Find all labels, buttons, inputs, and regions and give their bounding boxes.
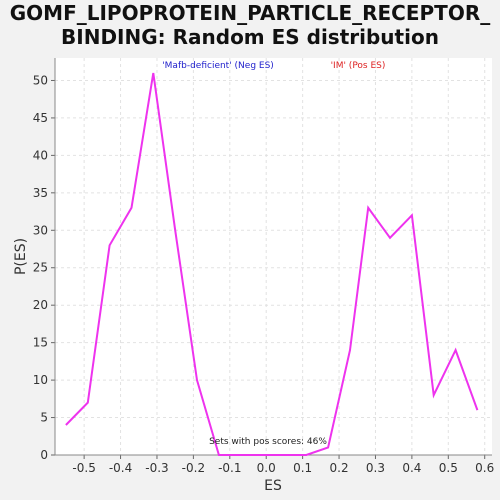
y-axis-label: P(ES) [13, 238, 29, 275]
grid [55, 58, 492, 455]
legend-neg-label: 'Mafb-deficient' (Neg ES) [162, 61, 274, 71]
y-tick-label: 30 [33, 223, 48, 237]
x-tick-label: 0.2 [330, 461, 349, 475]
chart-title-line1: GOMF_LIPOPROTEIN_PARTICLE_RECEPTOR_ [9, 1, 491, 25]
x-tick-label: 0.3 [366, 461, 385, 475]
y-tick-label: 5 [40, 411, 48, 425]
y-tick-label: 40 [33, 148, 48, 162]
y-tick-label: 25 [33, 261, 48, 275]
x-tick-label: 0.0 [257, 461, 276, 475]
es-distribution-line [65, 72, 479, 456]
y-tick-label: 20 [33, 298, 48, 312]
plot-area [55, 58, 492, 455]
pos-scores-annotation: Sets with pos scores: 46% [209, 437, 327, 447]
y-tick-label: 35 [33, 186, 48, 200]
x-tick-label: 0.5 [439, 461, 458, 475]
x-tick-label: 0.6 [475, 461, 494, 475]
chart-title: GOMF_LIPOPROTEIN_PARTICLE_RECEPTOR_ BIND… [0, 0, 500, 49]
x-tick-label: -0.5 [72, 461, 95, 475]
series-group [65, 72, 479, 456]
x-tick-label: -0.4 [109, 461, 132, 475]
y-tick-label: 45 [33, 111, 48, 125]
chart-title-line2: BINDING: Random ES distribution [61, 25, 439, 49]
x-tick-label: 0.1 [293, 461, 312, 475]
x-tick-label: 0.4 [402, 461, 421, 475]
y-tick-label: 50 [33, 73, 48, 87]
axes: 0 5 10 15 20 25 30 35 40 45 50 -0.5 -0.4 -0.3 -0.2 -0.1… [33, 58, 494, 475]
x-tick-label: -0.1 [218, 461, 241, 475]
x-tick-label: -0.3 [145, 461, 168, 475]
x-tick-label: -0.2 [182, 461, 205, 475]
y-tick-label: 15 [33, 336, 48, 350]
x-axis-label: ES [264, 478, 282, 494]
legend-pos-label: 'IM' (Pos ES) [331, 61, 386, 71]
y-tick-label: 10 [33, 373, 48, 387]
y-tick-label: 0 [40, 448, 48, 462]
